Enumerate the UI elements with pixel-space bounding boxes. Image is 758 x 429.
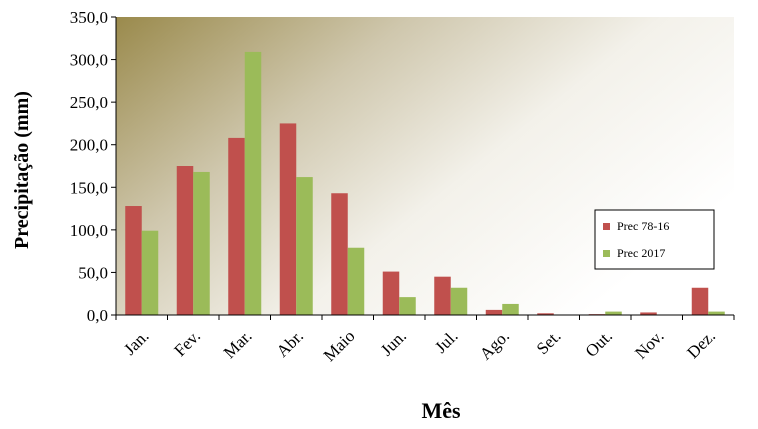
bar-prec-2017-8 bbox=[502, 303, 519, 315]
x-tick-label: Abr. bbox=[273, 326, 307, 360]
bar-prec-78-16-6 bbox=[382, 271, 400, 315]
x-tick-label: Jul. bbox=[431, 326, 461, 356]
bar-prec-78-16-7 bbox=[434, 276, 451, 315]
bar-prec-2017-12 bbox=[708, 311, 725, 315]
bar-prec-2017-5 bbox=[347, 247, 365, 315]
y-axis-label: Precipitação (mm) bbox=[11, 91, 33, 249]
bar-prec-78-16-5 bbox=[331, 193, 348, 315]
y-tick-label: 50,0 bbox=[78, 263, 108, 282]
bar-prec-2017-7 bbox=[450, 287, 468, 315]
x-tick-label: Nov. bbox=[631, 326, 667, 362]
bar-prec-2017-4 bbox=[296, 177, 313, 315]
y-tick-label: 100,0 bbox=[70, 221, 108, 240]
x-tick-label: Jun. bbox=[377, 326, 410, 359]
bar-prec-2017-2 bbox=[193, 171, 210, 315]
bar-prec-2017-3 bbox=[244, 51, 262, 316]
y-tick-label: 250,0 bbox=[70, 93, 108, 112]
x-tick-label: Jan. bbox=[120, 326, 152, 358]
legend-label-1: Prec 78-16 bbox=[617, 219, 669, 233]
x-ticks-group: Jan. Fev. Mar. Abr. Maio Jun. Jul. Ago. Set. Out.… bbox=[115, 315, 735, 365]
legend: Prec 78-16 Prec 2017 bbox=[594, 209, 715, 270]
bar-prec-2017-6 bbox=[399, 297, 416, 315]
bar-prec-78-16-3 bbox=[228, 137, 245, 315]
legend-box bbox=[594, 209, 715, 270]
bar-prec-78-16-1 bbox=[125, 206, 142, 315]
bar-prec-78-16-11 bbox=[640, 312, 657, 315]
bar-prec-78-16-12 bbox=[691, 287, 709, 315]
bar-prec-78-16-2 bbox=[176, 166, 194, 315]
bar-prec-78-16-9 bbox=[537, 313, 554, 315]
x-tick-label: Fev. bbox=[170, 326, 204, 360]
legend-label-2: Prec 2017 bbox=[617, 246, 665, 260]
x-tick-label: Dez. bbox=[683, 326, 719, 362]
legend-swatch-2 bbox=[603, 250, 610, 257]
bar-prec-2017-10 bbox=[605, 311, 622, 315]
bar-prec-2017-1 bbox=[141, 230, 159, 315]
y-tick-label: 350,0 bbox=[70, 8, 108, 27]
y-ticks-group: 0,0 50,0 100,0 150,0 200,0 250,0 300,0 350,0 bbox=[70, 8, 116, 325]
bar-prec-78-16-4 bbox=[279, 123, 297, 315]
y-tick-label: 0,0 bbox=[87, 306, 108, 325]
x-axis-label: Mês bbox=[421, 398, 461, 423]
y-tick-label: 150,0 bbox=[70, 178, 108, 197]
x-tick-label: Out. bbox=[582, 326, 616, 360]
x-tick-label: Set. bbox=[533, 326, 565, 358]
x-tick-label: Maio bbox=[320, 326, 359, 365]
x-tick-label: Ago. bbox=[476, 326, 513, 363]
y-tick-label: 300,0 bbox=[70, 51, 108, 70]
legend-swatch-1 bbox=[603, 223, 610, 230]
x-tick-label: Mar. bbox=[220, 326, 256, 362]
y-tick-label: 200,0 bbox=[70, 136, 108, 155]
bar-prec-78-16-8 bbox=[485, 309, 503, 315]
bars-group bbox=[125, 51, 725, 316]
